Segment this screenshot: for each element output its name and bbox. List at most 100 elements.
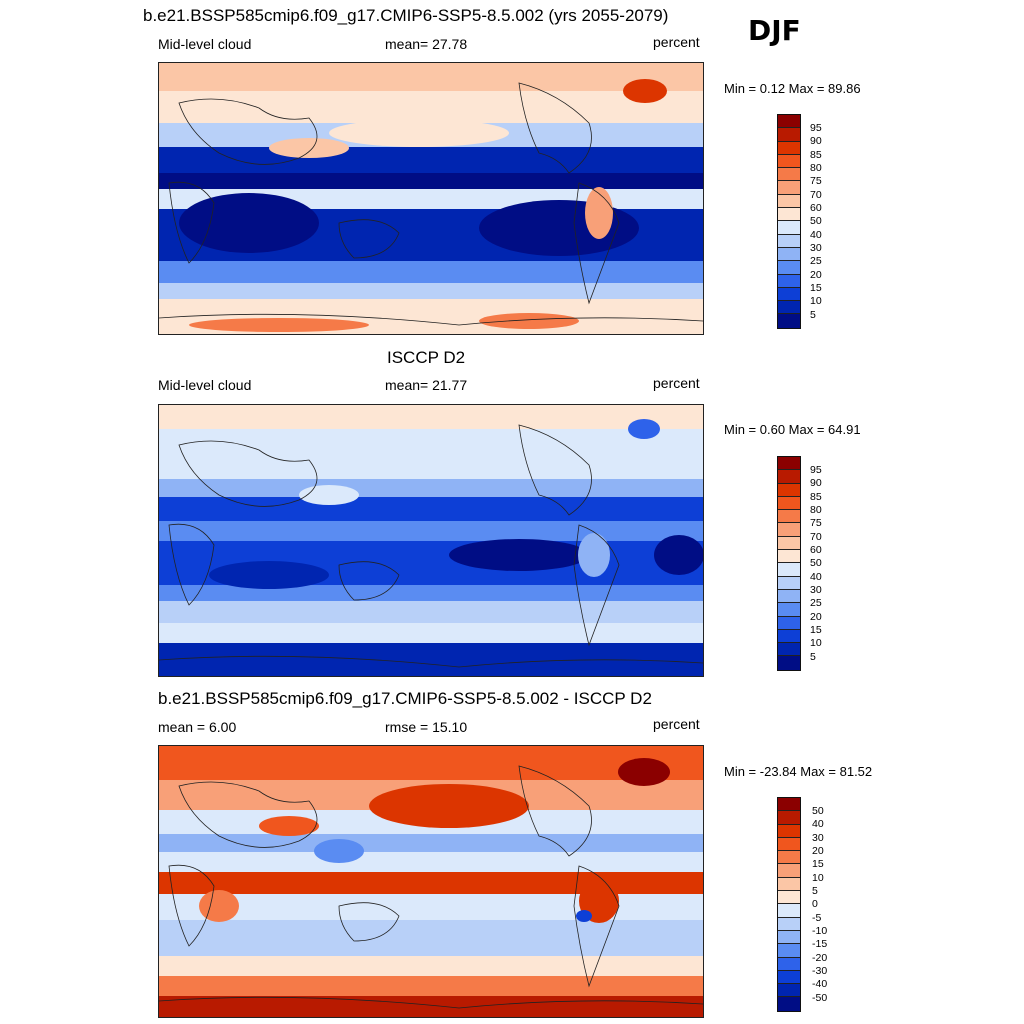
panel-3-tick-label: -20 (812, 952, 828, 964)
panel-1-variable-label: Mid-level cloud (158, 36, 252, 52)
panel-1-map (158, 62, 704, 335)
panel-3-colorbar (777, 797, 801, 1012)
panel-1-tick-label: 25 (810, 255, 822, 267)
panel-3-colorbar-box (778, 798, 800, 812)
panel-1-colorbar (777, 114, 801, 329)
panel-1-tick-label: 80 (810, 162, 822, 174)
panel-1-tick-label: 95 (810, 122, 822, 134)
panel-3-tick-label: 30 (812, 832, 824, 844)
panel-2-tick-label: 30 (810, 584, 822, 596)
panel-3-colorbar-box (778, 864, 800, 878)
panel-2-colorbar-box (778, 496, 800, 511)
panel-1-tick-label: 75 (810, 175, 822, 187)
panel-2-minmax: Min = 0.60 Max = 64.91 (724, 422, 861, 437)
panel-1-colorbar-box (778, 261, 800, 275)
panel-2-tick-label: 85 (810, 491, 822, 503)
panel-2-colorbar (777, 456, 801, 671)
panel-1-minmax: Min = 0.12 Max = 89.86 (724, 81, 861, 96)
panel-3-title: b.e21.BSSP585cmip6.f09_g17.CMIP6-SSP5-8.… (158, 689, 652, 708)
panel-3-tick-label: -40 (812, 978, 828, 990)
panel-3-minmax: Min = -23.84 Max = 81.52 (724, 764, 873, 779)
panel-1-colorbar-box (778, 208, 800, 222)
panel-2-colorbar-box (778, 483, 800, 497)
panel-2-colorbar-box (778, 550, 800, 564)
panel-2-tick-label: 95 (810, 464, 822, 476)
panel-3-tick-label: 20 (812, 845, 824, 857)
panel-2-colorbar-box (778, 589, 800, 604)
panel-1-colorbar-box (778, 274, 800, 288)
panel-1-colorbar-box (778, 154, 800, 169)
panel-3-rmse-label: rmse = 15.10 (385, 719, 468, 735)
panel-3-colorbar-box (778, 944, 800, 958)
panel-2-tick-label: 5 (810, 651, 816, 663)
panel-1-colorbar-box (778, 301, 800, 315)
panel-2-title: ISCCP D2 (387, 348, 466, 367)
panel-1-colorbar-box (778, 194, 800, 209)
panel-2-colorbar-box (778, 536, 800, 551)
panel-1-tick-label: 15 (810, 282, 822, 294)
panel-2-tick-label: 90 (810, 477, 822, 489)
panel-3-colorbar-box (778, 904, 800, 918)
panel-3-colorbar-box (778, 891, 800, 905)
panel-3-colorbar-box (778, 811, 800, 825)
panel-2-colorbar-box (778, 470, 800, 484)
panel-3-colorbar-box (778, 970, 800, 985)
panel-3-tick-label: -10 (812, 925, 828, 937)
panel-3-tick-label: -5 (812, 912, 822, 924)
panel-3-tick-label: 50 (812, 805, 824, 817)
panel-3-tick-label: 40 (812, 818, 824, 830)
panel-2-colorbar-box (778, 643, 800, 657)
panel-3-tick-label: -15 (812, 938, 828, 950)
panel-1-tick-label: 5 (810, 309, 816, 321)
panel-1-tick-label: 85 (810, 149, 822, 161)
panel-2-tick-label: 15 (810, 624, 822, 636)
panel-1-tick-label: 20 (810, 269, 822, 281)
panel-1-colorbar-box (778, 247, 800, 262)
panel-1-colorbar-box (778, 234, 800, 248)
panel-2-colorbar-box (778, 616, 800, 630)
panel-2-tick-label: 80 (810, 504, 822, 516)
panel-3-tick-label: -30 (812, 965, 828, 977)
panel-3-colorbar-box (778, 824, 800, 838)
panel-1-tick-label: 70 (810, 189, 822, 201)
panel-2-tick-label: 25 (810, 597, 822, 609)
panel-3-tick-label: 5 (812, 885, 818, 897)
panel-2-tick-label: 60 (810, 544, 822, 556)
panel-2-colorbar-box (778, 510, 800, 524)
panel-2-colorbar-box (778, 603, 800, 617)
panel-2-tick-label: 75 (810, 517, 822, 529)
panel-1-colorbar-box (778, 128, 800, 142)
panel-2-colorbar-box (778, 523, 800, 537)
panel-1-colorbar-box (778, 168, 800, 182)
panel-1-tick-label: 30 (810, 242, 822, 254)
panel-1-colorbar-box (778, 221, 800, 235)
panel-3-tick-label: -50 (812, 992, 828, 1004)
panel-2-colorbar-box (778, 563, 800, 577)
panel-1-tick-label: 50 (810, 215, 822, 227)
panel-3-colorbar-box (778, 997, 800, 1011)
panel-3-tick-label: 0 (812, 898, 818, 910)
panel-1-colorbar-box (778, 141, 800, 155)
panel-3-colorbar-box (778, 984, 800, 998)
panel-1-tick-label: 40 (810, 229, 822, 241)
panel-2-tick-label: 10 (810, 637, 822, 649)
panel-1-colorbar-box (778, 314, 800, 328)
panel-3-colorbar-box (778, 851, 800, 865)
panel-3-colorbar-box (778, 957, 800, 971)
panel-1-tick-label: 90 (810, 135, 822, 147)
panel-3-mean-label: mean = 6.00 (158, 719, 237, 735)
panel-1-colorbar-box (778, 181, 800, 195)
panel-1-colorbar-box (778, 287, 800, 302)
panel-2-tick-label: 20 (810, 611, 822, 623)
panel-1-tick-label: 10 (810, 295, 822, 307)
panel-3-tick-label: 15 (812, 858, 824, 870)
panel-1-tick-label: 60 (810, 202, 822, 214)
panel-2-units-label: percent (653, 375, 700, 391)
panel-1-units-label: percent (653, 34, 700, 50)
panel-2-colorbar-box (778, 629, 800, 644)
panel-2-tick-label: 50 (810, 557, 822, 569)
panel-3-map (158, 745, 704, 1018)
panel-3-colorbar-box (778, 877, 800, 892)
panel-2-tick-label: 70 (810, 531, 822, 543)
panel-2-colorbar-box (778, 656, 800, 670)
